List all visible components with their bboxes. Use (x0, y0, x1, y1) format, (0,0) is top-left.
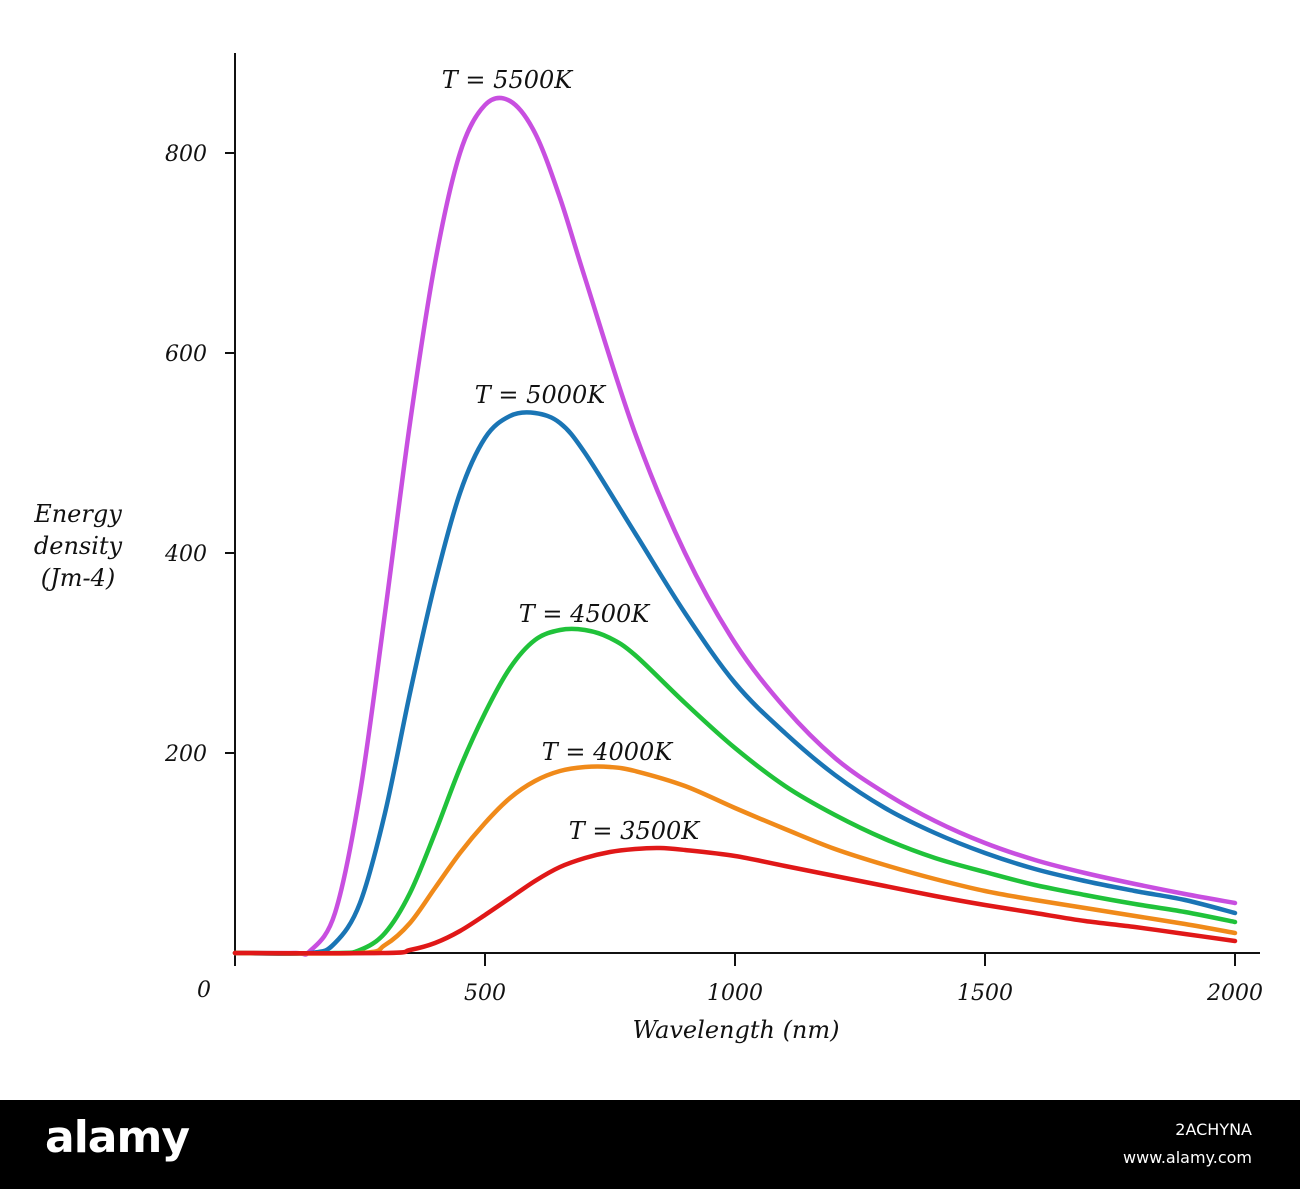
series-label: T = 4000K (542, 738, 674, 766)
y-tick-label: 400 (164, 542, 207, 567)
image-id: 2ACHYNA (1175, 1120, 1252, 1139)
series-line (232, 410, 1238, 957)
y-axis-title-line-1: Energy (34, 500, 122, 528)
y-tick-label: 800 (165, 142, 207, 167)
y-tick-label: 600 (165, 342, 207, 367)
x-origin-label: 0 (197, 978, 211, 1003)
series-lines (232, 95, 1238, 957)
series-label: T = 3500K (569, 817, 701, 845)
brand-logo: alamy (45, 1112, 190, 1163)
series-line (232, 764, 1238, 956)
series-label: T = 4500K (519, 600, 651, 628)
y-axis-title: Energy density (Jm-4) (22, 498, 134, 594)
series-label: T = 5500K (442, 66, 574, 94)
y-axis-title-line-2: density (33, 532, 123, 560)
site-url: www.alamy.com (1123, 1148, 1252, 1167)
x-ticks: 500 1000 1500 2000 (464, 953, 1263, 1006)
watermark-footer: alamy 2ACHYNA www.alamy.com (0, 1100, 1300, 1189)
chart: 200 400 600 800 500 1000 1500 2000 0 T = 5500K… (164, 53, 1263, 1044)
x-tick-label: 1000 (707, 981, 763, 1006)
series-line (232, 626, 1238, 956)
x-tick-label: 2000 (1206, 981, 1263, 1006)
axes (234, 53, 1260, 966)
y-tick-label: 200 (164, 742, 207, 767)
y-ticks: 200 400 600 800 (164, 142, 235, 767)
series-labels: T = 5500K T = 5000K T = 4500K T = 4000K T = … (442, 66, 701, 845)
x-tick-label: 500 (464, 981, 506, 1006)
series-line (232, 845, 1238, 956)
y-axis-title-line-3: (Jm-4) (40, 564, 116, 592)
series-label: T = 5000K (475, 381, 607, 409)
x-axis-title: Wavelength (nm) (632, 1016, 839, 1044)
series-line (232, 95, 1238, 957)
x-tick-label: 1500 (957, 981, 1013, 1006)
